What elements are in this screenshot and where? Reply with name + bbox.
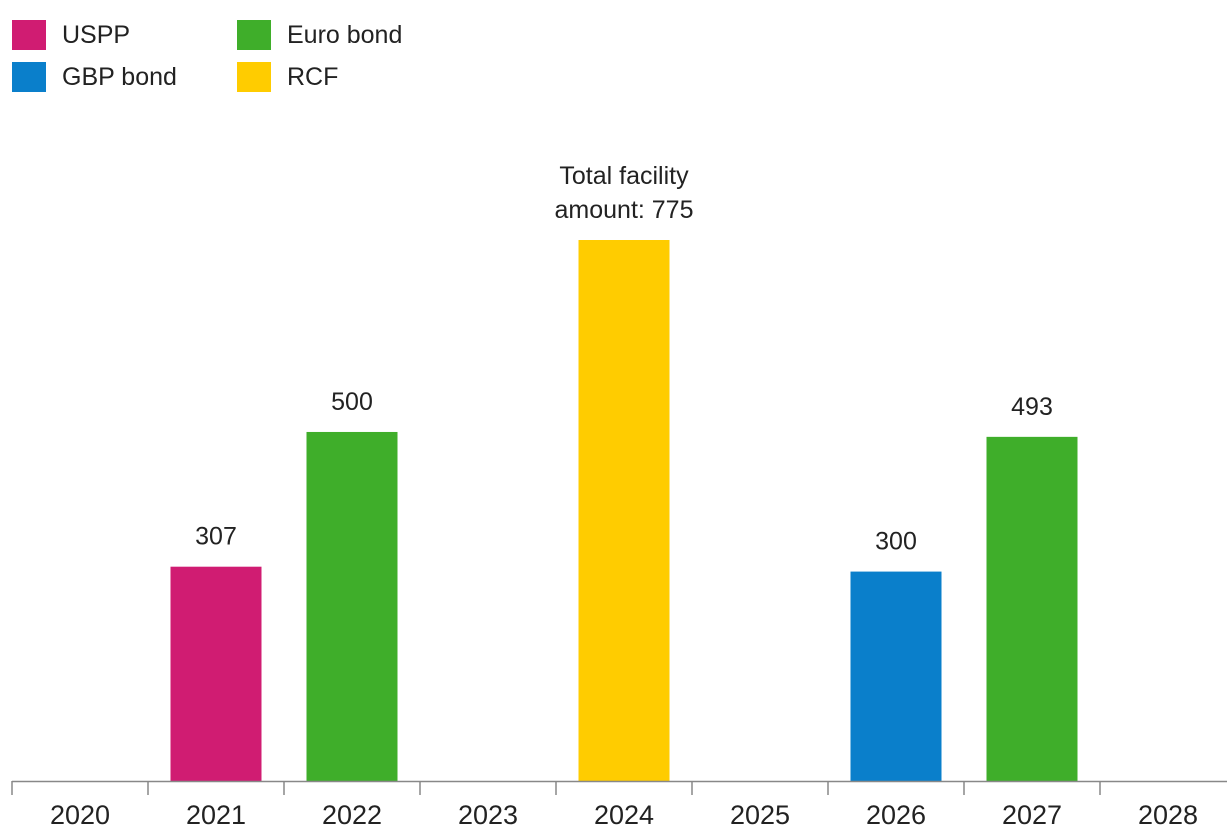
- legend-swatch-gbp-bond: [12, 62, 46, 92]
- legend-swatch-rcf: [237, 62, 271, 92]
- data-labels-layer: 307 500 Total facility amount: 775 300 493: [195, 162, 1053, 556]
- legend-label-euro-bond: Euro bond: [287, 21, 403, 49]
- legend-swatch-uspp: [12, 20, 46, 50]
- chart-legend: USPP Euro bond GBP bond RCF: [12, 14, 472, 94]
- legend-item-gbp-bond: GBP bond: [12, 62, 177, 92]
- legend-label-gbp-bond: GBP bond: [62, 63, 177, 91]
- bar-2024-rcf: [578, 240, 670, 781]
- x-tick-label-2024: 2024: [594, 800, 654, 830]
- bar-2026-gbp-bond: [850, 571, 942, 781]
- data-label-2026: 300: [875, 528, 917, 556]
- legend-item-rcf: RCF: [237, 62, 338, 92]
- x-tick-label-2028: 2028: [1138, 800, 1198, 830]
- legend-item-uspp: USPP: [12, 20, 130, 50]
- data-label-2024-line-1: Total facility: [559, 162, 689, 190]
- legend-label-rcf: RCF: [287, 63, 339, 91]
- bar-2027-euro-bond: [986, 436, 1078, 781]
- x-tick-label-2025: 2025: [730, 800, 790, 830]
- bar-2022-euro-bond: [306, 431, 398, 781]
- legend-swatch-euro-bond: [237, 20, 271, 50]
- x-tick-label-2026: 2026: [866, 800, 926, 830]
- x-tick-label-2021: 2021: [186, 800, 246, 830]
- x-tick-label-2023: 2023: [458, 800, 518, 830]
- x-tick-label-2020: 2020: [50, 800, 110, 830]
- legend-label-uspp: USPP: [62, 21, 131, 49]
- data-label-2024-line-2: amount: 775: [555, 196, 694, 224]
- data-label-2027: 493: [1011, 393, 1053, 421]
- legend-item-euro-bond: Euro bond: [237, 20, 402, 50]
- x-axis: 2020 2021 2022 2023 2024 2025 2026 2027 2028: [11, 780, 1227, 830]
- data-label-2022: 500: [331, 388, 373, 416]
- x-tick-label-2022: 2022: [322, 800, 382, 830]
- x-tick-label-2027: 2027: [1002, 800, 1062, 830]
- bars-layer: [170, 240, 1078, 781]
- bar-2021-uspp: [170, 566, 262, 781]
- data-label-2021: 307: [195, 523, 237, 551]
